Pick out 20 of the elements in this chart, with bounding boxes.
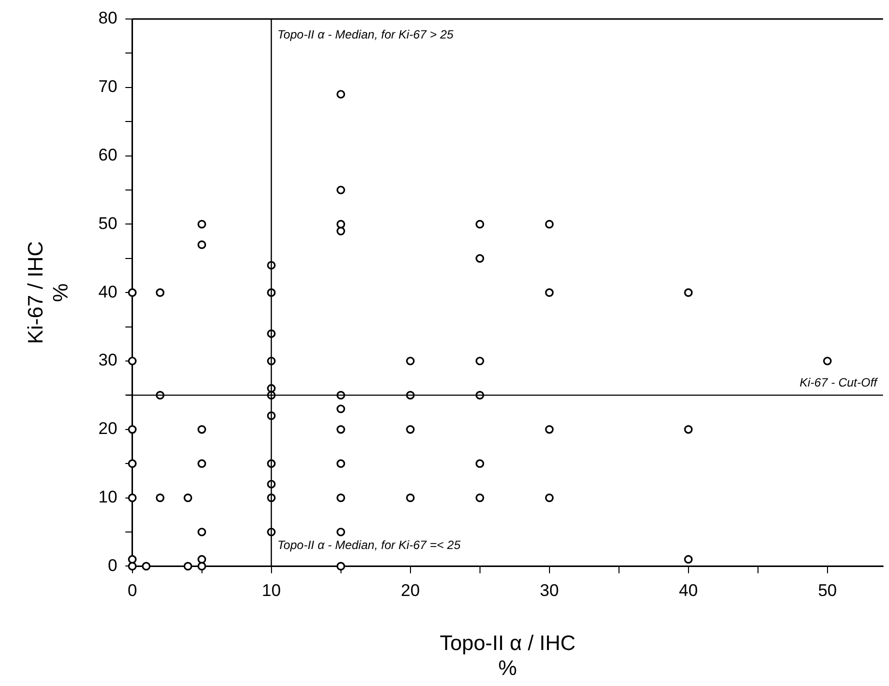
y-tick-label: 80 (98, 8, 118, 28)
x-axis-title: Topo-II α / IHC % (440, 632, 576, 680)
y-tick-label: 40 (98, 282, 118, 302)
y-tick-label: 60 (98, 145, 118, 164)
x-tick-label: 10 (262, 581, 281, 600)
ref-line-label: Topo-II α - Median, for Ki-67 > 25 (277, 27, 454, 42)
annotation: Topo-II α - Median, for Ki-67 =< 25 (277, 538, 461, 552)
y-tick-label: 50 (98, 214, 118, 233)
x-tick-label: 40 (678, 581, 698, 600)
y-tick-label: 10 (98, 487, 118, 506)
y-tick-label: 70 (98, 77, 118, 96)
y-tick-label: 20 (98, 419, 118, 438)
x-tick-label: 20 (400, 581, 420, 600)
ref-line-label: Ki-67 - Cut-Off (800, 376, 879, 390)
x-tick-label: 50 (818, 581, 837, 600)
y-tick-label: 0 (108, 556, 118, 575)
x-tick-label: 0 (128, 581, 138, 600)
y-tick-label: 30 (98, 350, 118, 370)
x-tick-label: 30 (540, 581, 559, 600)
y-axis-title: Ki-67 / IHC % (24, 241, 73, 344)
